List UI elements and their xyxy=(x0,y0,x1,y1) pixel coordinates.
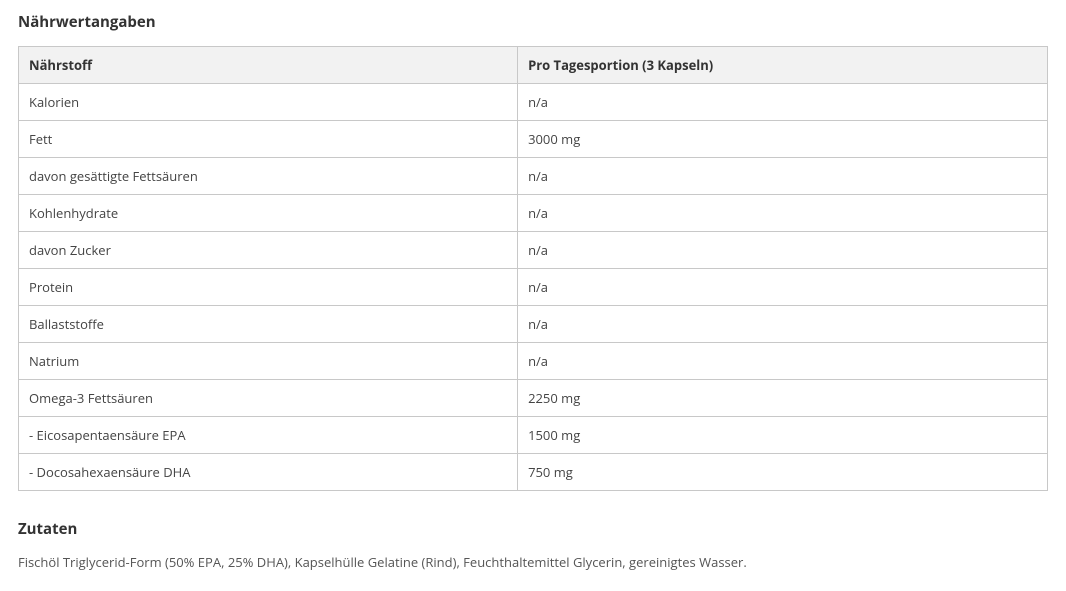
table-row: Omega-3 Fettsäuren 2250 mg xyxy=(19,380,1048,417)
nutrient-value: n/a xyxy=(518,232,1048,269)
nutrient-name: Omega-3 Fettsäuren xyxy=(19,380,518,417)
nutrient-name: Protein xyxy=(19,269,518,306)
nutrient-name: - Eicosapentaensäure EPA xyxy=(19,417,518,454)
nutrient-value: 1500 mg xyxy=(518,417,1048,454)
table-row: davon Zucker n/a xyxy=(19,232,1048,269)
table-row: Kohlenhydrate n/a xyxy=(19,195,1048,232)
table-header-row: Nährstoff Pro Tagesportion (3 Kapseln) xyxy=(19,47,1048,84)
nutrient-name: Natrium xyxy=(19,343,518,380)
ingredients-heading: Zutaten xyxy=(18,519,1048,539)
table-row: - Eicosapentaensäure EPA 1500 mg xyxy=(19,417,1048,454)
nutrient-name: Kalorien xyxy=(19,84,518,121)
nutrient-name: Kohlenhydrate xyxy=(19,195,518,232)
ingredients-text: Fischöl Triglycerid-Form (50% EPA, 25% D… xyxy=(18,553,1048,573)
nutrient-name: Fett xyxy=(19,121,518,158)
nutrient-value: n/a xyxy=(518,158,1048,195)
nutrition-table: Nährstoff Pro Tagesportion (3 Kapseln) K… xyxy=(18,46,1048,491)
nutrient-value: n/a xyxy=(518,84,1048,121)
table-row: Protein n/a xyxy=(19,269,1048,306)
nutrient-value: n/a xyxy=(518,269,1048,306)
table-row: Kalorien n/a xyxy=(19,84,1048,121)
nutrient-name: Ballaststoffe xyxy=(19,306,518,343)
table-row: davon gesättigte Fettsäuren n/a xyxy=(19,158,1048,195)
table-row: Ballaststoffe n/a xyxy=(19,306,1048,343)
nutrient-value: n/a xyxy=(518,306,1048,343)
col-nutrient: Nährstoff xyxy=(19,47,518,84)
nutrition-heading: Nährwertangaben xyxy=(18,12,1048,32)
nutrient-value: n/a xyxy=(518,343,1048,380)
nutrient-value: n/a xyxy=(518,195,1048,232)
nutrient-value: 2250 mg xyxy=(518,380,1048,417)
col-per-serving: Pro Tagesportion (3 Kapseln) xyxy=(518,47,1048,84)
nutrient-name: davon Zucker xyxy=(19,232,518,269)
nutrient-name: davon gesättigte Fettsäuren xyxy=(19,158,518,195)
table-row: Natrium n/a xyxy=(19,343,1048,380)
table-row: Fett 3000 mg xyxy=(19,121,1048,158)
table-row: - Docosahexaensäure DHA 750 mg xyxy=(19,454,1048,491)
nutrient-value: 3000 mg xyxy=(518,121,1048,158)
nutrient-value: 750 mg xyxy=(518,454,1048,491)
nutrient-name: - Docosahexaensäure DHA xyxy=(19,454,518,491)
